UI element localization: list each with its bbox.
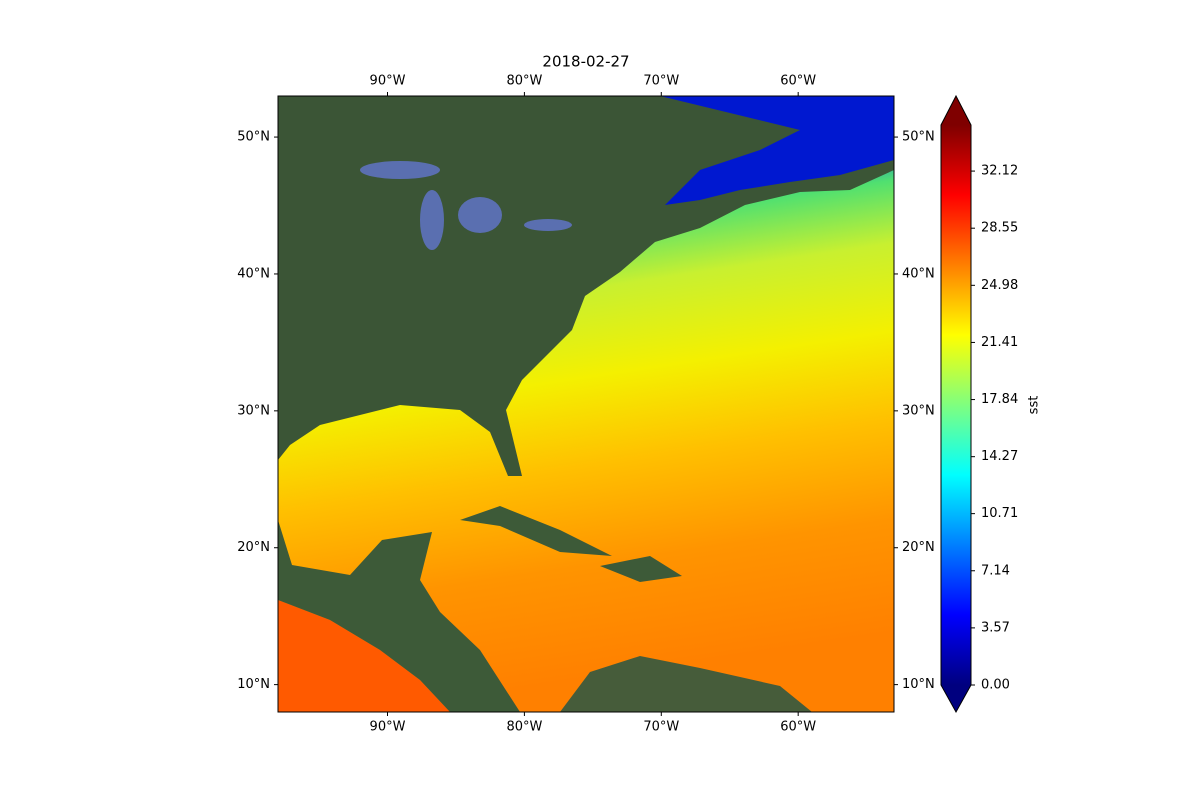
x-tick-label: 70°W <box>643 720 679 735</box>
y-tick-label: 50°N <box>902 130 935 145</box>
y-tick-label: 30°N <box>237 403 270 418</box>
colorbar-tick-label: 0.00 <box>981 678 1010 693</box>
y-tick-label: 10°N <box>902 677 935 692</box>
y-tick-label: 30°N <box>902 403 935 418</box>
lake <box>458 197 502 233</box>
lake <box>420 190 444 250</box>
chart-title: 2018-02-27 <box>542 53 629 71</box>
hispaniola <box>600 556 682 582</box>
y-tick-label: 20°N <box>902 540 935 555</box>
colorbar-tick-label: 14.27 <box>981 449 1018 464</box>
y-tick-label: 50°N <box>237 130 270 145</box>
colorbar: 0.00 3.57 7.14 10.71 14.27 17.84 21.41 24.98 28.… <box>940 94 1018 714</box>
x-tick-label: 70°W <box>643 74 679 89</box>
colorbar-tick-label: 17.84 <box>981 392 1018 407</box>
colorbar-tick-label: 10.71 <box>981 506 1018 521</box>
central-america <box>278 520 520 712</box>
x-tick-label: 90°W <box>370 720 406 735</box>
map-frame <box>277 95 895 713</box>
south-america <box>560 656 812 712</box>
map-image <box>278 96 894 712</box>
lake <box>360 161 440 179</box>
x-tick-label: 80°W <box>506 74 542 89</box>
cuba <box>460 506 612 556</box>
x-tick-label: 90°W <box>370 74 406 89</box>
colorbar-fill <box>941 125 971 685</box>
colorbar-label: sst <box>1027 396 1042 415</box>
x-tick-label: 80°W <box>506 720 542 735</box>
colorbar-tick-label: 21.41 <box>981 335 1018 350</box>
lake <box>524 219 572 231</box>
y-tick-label: 10°N <box>237 677 270 692</box>
y-tick-label: 40°N <box>902 266 935 281</box>
colorbar-tick-label: 24.98 <box>981 278 1018 293</box>
x-tick-label: 60°W <box>780 720 816 735</box>
x-tick-label: 60°W <box>780 74 816 89</box>
y-tick-label: 20°N <box>237 540 270 555</box>
y-tick-label: 40°N <box>237 266 270 281</box>
colorbar-tick-label: 3.57 <box>981 620 1010 635</box>
colorbar-extend <box>941 685 971 712</box>
colorbar-tick-label: 7.14 <box>981 563 1010 578</box>
st-lawrence <box>660 96 894 205</box>
pacific <box>278 600 450 712</box>
colorbar-tick-label: 32.12 <box>981 164 1018 179</box>
colorbar-extend <box>941 96 971 125</box>
colorbar-tick-label: 28.55 <box>981 221 1018 236</box>
